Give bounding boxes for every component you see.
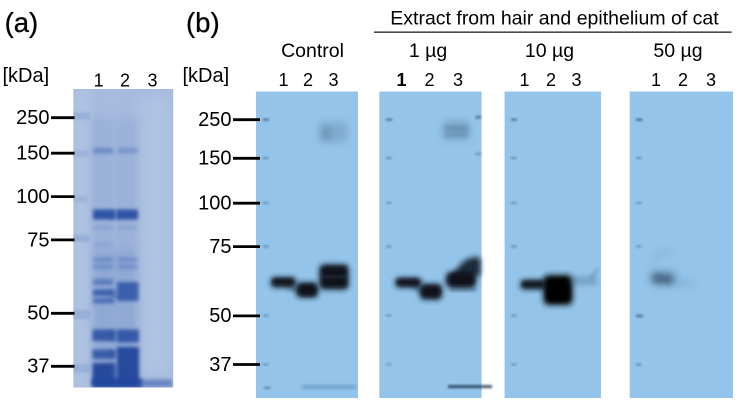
svg-text:50 µg: 50 µg [653,40,702,62]
svg-text:250: 250 [16,107,49,129]
svg-text:2: 2 [678,70,688,90]
svg-text:1: 1 [519,70,529,90]
svg-text:50: 50 [27,303,49,325]
svg-text:[kDa]: [kDa] [3,65,50,87]
svg-text:250: 250 [198,109,231,131]
svg-text:(b): (b) [186,7,220,38]
svg-text:1: 1 [651,70,661,90]
svg-text:Extract from hair and epitheli: Extract from hair and epithelium of cat [390,8,719,30]
svg-text:2: 2 [546,70,556,90]
svg-text:1 µg: 1 µg [409,40,447,62]
svg-text:10 µg: 10 µg [525,40,574,62]
svg-text:150: 150 [16,143,49,165]
svg-text:150: 150 [198,148,231,170]
svg-text:100: 100 [16,186,49,208]
svg-text:75: 75 [209,236,231,258]
svg-text:3: 3 [571,70,581,90]
svg-text:37: 37 [209,354,231,376]
svg-text:(a): (a) [5,7,39,38]
svg-text:1: 1 [278,70,288,90]
svg-text:3: 3 [328,70,338,90]
svg-text:2: 2 [120,71,130,91]
svg-text:2: 2 [424,70,434,90]
svg-text:3: 3 [147,71,157,91]
svg-text:3: 3 [453,70,463,90]
svg-text:75: 75 [27,230,49,252]
svg-text:100: 100 [198,193,231,215]
svg-text:Control: Control [281,40,344,62]
svg-text:1: 1 [94,71,104,91]
svg-text:[kDa]: [kDa] [183,65,230,87]
svg-text:3: 3 [706,70,716,90]
svg-text:50: 50 [209,305,231,327]
svg-text:37: 37 [27,356,49,378]
svg-text:2: 2 [303,70,313,90]
svg-text:1: 1 [396,70,406,90]
